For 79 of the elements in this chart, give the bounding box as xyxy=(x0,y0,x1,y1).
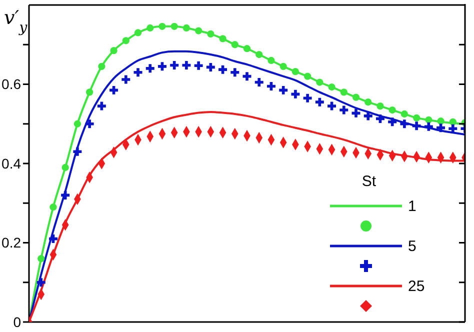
point xyxy=(134,68,142,77)
point xyxy=(74,120,82,128)
point xyxy=(254,78,264,87)
point xyxy=(61,190,70,200)
point xyxy=(412,114,420,122)
point xyxy=(170,22,178,30)
point xyxy=(291,90,300,98)
point xyxy=(146,24,154,32)
point xyxy=(182,60,191,70)
point xyxy=(206,62,215,72)
point xyxy=(304,72,312,80)
point xyxy=(62,164,69,172)
point xyxy=(110,86,118,94)
y-tick-label: 0.6 xyxy=(2,76,22,92)
point xyxy=(376,114,384,123)
legend-title: St xyxy=(360,173,378,190)
legend-label: 25 xyxy=(408,278,426,294)
y-tick-label: 0.4 xyxy=(2,155,22,172)
point xyxy=(98,62,106,70)
point xyxy=(328,83,336,91)
point xyxy=(242,72,252,81)
point xyxy=(436,124,446,132)
point xyxy=(85,120,94,128)
point xyxy=(36,278,46,287)
point xyxy=(328,102,336,110)
point xyxy=(449,118,456,126)
point xyxy=(134,29,142,36)
point xyxy=(268,56,275,64)
point xyxy=(230,68,240,77)
point xyxy=(448,124,458,133)
point xyxy=(86,88,94,96)
point xyxy=(280,62,287,70)
point xyxy=(315,98,324,106)
point xyxy=(425,116,432,124)
y-tick-label: 0.2 xyxy=(2,234,22,251)
point xyxy=(400,110,408,118)
point xyxy=(194,61,203,70)
point xyxy=(376,102,384,110)
legend-label: 5 xyxy=(408,238,418,254)
point xyxy=(412,122,421,130)
point xyxy=(292,68,300,76)
point xyxy=(50,204,57,211)
point xyxy=(73,147,82,156)
point xyxy=(219,35,226,42)
point xyxy=(146,64,154,73)
point xyxy=(218,65,228,74)
point xyxy=(424,122,433,131)
point xyxy=(194,27,202,34)
point xyxy=(38,255,45,262)
point xyxy=(158,62,166,71)
legend-label: 1 xyxy=(408,198,418,214)
point xyxy=(340,88,348,96)
point xyxy=(303,94,312,102)
point xyxy=(279,86,288,94)
y-tick-label: 0 xyxy=(13,314,22,330)
y-axis-title: v′$_{y}$ xyxy=(4,7,28,36)
point xyxy=(122,37,130,44)
point xyxy=(97,102,106,110)
point xyxy=(388,118,397,126)
point xyxy=(437,118,444,125)
point xyxy=(316,78,324,86)
point xyxy=(182,24,190,32)
point xyxy=(231,41,238,48)
point xyxy=(388,106,396,114)
point xyxy=(256,50,263,58)
point xyxy=(266,82,276,90)
point xyxy=(364,98,372,106)
point xyxy=(122,75,130,84)
point xyxy=(352,94,360,101)
point xyxy=(364,112,372,120)
point xyxy=(158,22,166,30)
point xyxy=(170,60,179,70)
point xyxy=(352,108,360,118)
point xyxy=(400,120,409,128)
point xyxy=(340,106,348,114)
point xyxy=(243,45,251,52)
point xyxy=(207,30,214,38)
point xyxy=(48,234,58,244)
point xyxy=(110,47,118,54)
